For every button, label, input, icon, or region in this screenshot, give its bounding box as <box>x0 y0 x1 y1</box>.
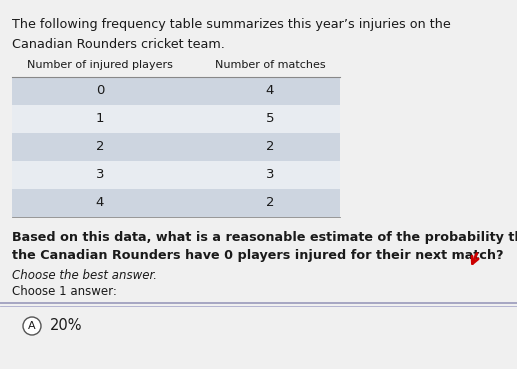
Text: A: A <box>28 321 36 331</box>
Text: 20%: 20% <box>50 318 83 334</box>
Text: The following frequency table summarizes this year’s injuries on the: The following frequency table summarizes… <box>12 18 451 31</box>
Text: Number of injured players: Number of injured players <box>27 60 173 70</box>
Text: 2: 2 <box>266 197 274 210</box>
Circle shape <box>23 317 41 335</box>
Text: Based on this data, what is a reasonable estimate of the probability that: Based on this data, what is a reasonable… <box>12 231 517 244</box>
Bar <box>12 189 340 217</box>
Text: 3: 3 <box>96 169 104 182</box>
Text: Number of matches: Number of matches <box>215 60 325 70</box>
Bar <box>12 77 340 105</box>
Text: 2: 2 <box>266 141 274 154</box>
Text: 4: 4 <box>96 197 104 210</box>
Text: Choose 1 answer:: Choose 1 answer: <box>12 285 117 298</box>
Bar <box>12 161 340 189</box>
Text: Choose the best answer.: Choose the best answer. <box>12 269 157 282</box>
Text: 3: 3 <box>266 169 274 182</box>
Text: 1: 1 <box>96 113 104 125</box>
Bar <box>12 133 340 161</box>
Text: 0: 0 <box>96 85 104 97</box>
Text: the Canadian Rounders have 0 players injured for their next match?: the Canadian Rounders have 0 players inj… <box>12 249 504 262</box>
Text: 5: 5 <box>266 113 274 125</box>
Text: 4: 4 <box>266 85 274 97</box>
Bar <box>12 105 340 133</box>
Text: 2: 2 <box>96 141 104 154</box>
Text: Canadian Rounders cricket team.: Canadian Rounders cricket team. <box>12 38 225 51</box>
